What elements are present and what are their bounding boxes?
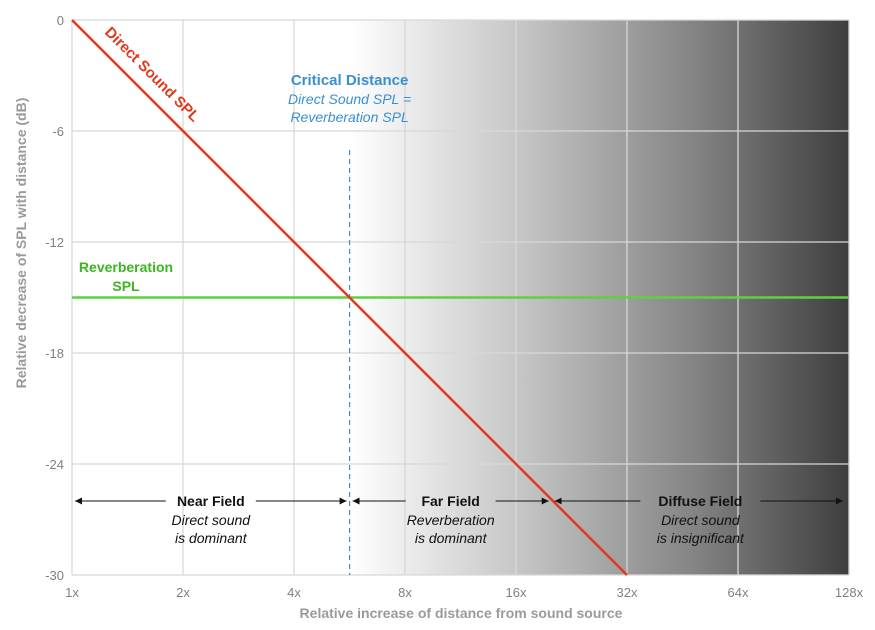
- x-tick-label: 16x: [506, 585, 527, 600]
- zone-desc-line2: is insignificant: [657, 530, 745, 546]
- zone-desc-line1: Direct sound: [661, 512, 741, 528]
- y-tick-label: -6: [52, 124, 64, 139]
- y-tick-labels: 0 -6 -12 -18 -24 -30: [45, 13, 64, 583]
- zone-desc-line2: is dominant: [415, 530, 488, 546]
- x-tick-label: 32x: [617, 585, 638, 600]
- x-tick-label: 4x: [287, 585, 301, 600]
- horizontal-gridlines: [72, 19, 849, 576]
- reverberation-label-line2: SPL: [112, 278, 140, 294]
- x-axis-title: Relative increase of distance from sound…: [300, 605, 623, 621]
- x-tick-label: 128x: [835, 585, 864, 600]
- x-tick-labels: 1x 2x 4x 8x 16x 32x 64x 128x: [65, 585, 863, 600]
- critical-distance-text-line2: Reverberation SPL: [290, 109, 408, 125]
- y-tick-label: 0: [57, 13, 64, 28]
- zone-desc-line1: Reverberation: [407, 512, 495, 528]
- y-tick-label: -18: [45, 346, 64, 361]
- zone-title: Near Field: [177, 493, 245, 509]
- field-zones: Near Field Direct sound is dominant Far Fie…: [75, 493, 843, 546]
- x-tick-label: 64x: [728, 585, 749, 600]
- critical-distance-title: Critical Distance: [291, 72, 409, 89]
- x-tick-label: 8x: [398, 585, 412, 600]
- direct-sound-spl-line: [71, 19, 628, 576]
- y-axis-title: Relative decrease of SPL with distance (…: [13, 98, 29, 389]
- reverberation-label-line1: Reverberation: [79, 259, 173, 275]
- zone-title: Diffuse Field: [658, 493, 742, 509]
- y-tick-label: -24: [45, 457, 64, 472]
- y-tick-label: -12: [45, 235, 64, 250]
- y-tick-label: -30: [45, 568, 64, 583]
- critical-distance-text-line1: Direct Sound SPL =: [288, 91, 411, 107]
- zone-title: Far Field: [421, 493, 479, 509]
- x-tick-label: 2x: [176, 585, 190, 600]
- zone-desc-line1: Direct sound: [171, 512, 251, 528]
- x-tick-label: 1x: [65, 585, 79, 600]
- zone-desc-line2: is dominant: [175, 530, 248, 546]
